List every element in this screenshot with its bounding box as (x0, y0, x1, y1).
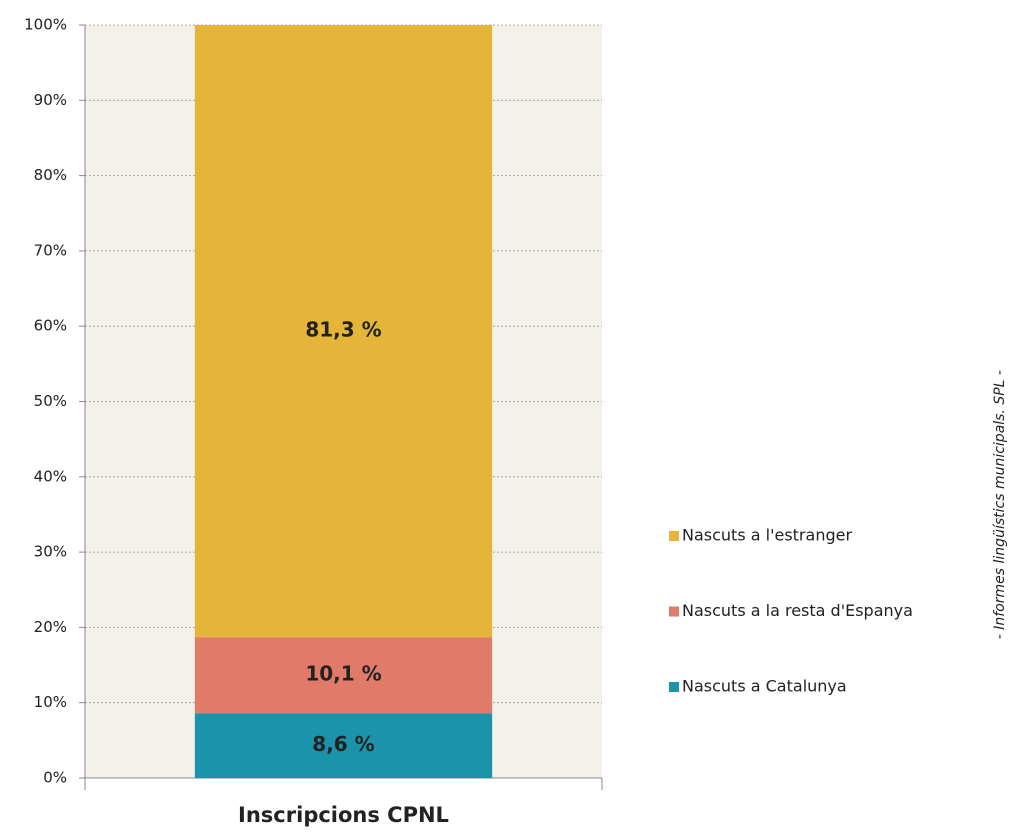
data-label: 10,1 % (305, 662, 381, 686)
legend-swatch (669, 531, 679, 541)
y-tick-label: 20% (34, 618, 67, 636)
legend-label: Nascuts a la resta d'Espanya (682, 601, 913, 620)
y-tick-label: 40% (34, 467, 67, 485)
bar-segment (194, 25, 493, 638)
data-label: 81,3 % (305, 318, 381, 342)
y-tick-label: 90% (34, 91, 67, 109)
y-tick-label: 60% (34, 317, 67, 335)
y-tick-label: 10% (34, 693, 67, 711)
y-tick-label: 0% (43, 769, 67, 787)
y-tick-label: 80% (34, 166, 67, 184)
source: - Informes lingüístics municipals. SPL - (992, 370, 1008, 639)
y-tick-label: 70% (34, 241, 67, 259)
legend-label: Nascuts a l'estranger (682, 526, 852, 545)
legend-swatch (669, 606, 679, 617)
y-tick-label: 30% (34, 543, 67, 561)
legend-swatch (669, 682, 679, 692)
legend-label: Nascuts a Catalunya (682, 677, 847, 696)
x-tick-label: Inscripcions CPNL (238, 803, 449, 827)
y-tick-label: 50% (34, 392, 67, 410)
data-label: 8,6 % (312, 732, 374, 756)
y-tick-label: 100% (24, 16, 67, 34)
bar-segment (194, 637, 493, 714)
bar-segment (194, 713, 493, 778)
